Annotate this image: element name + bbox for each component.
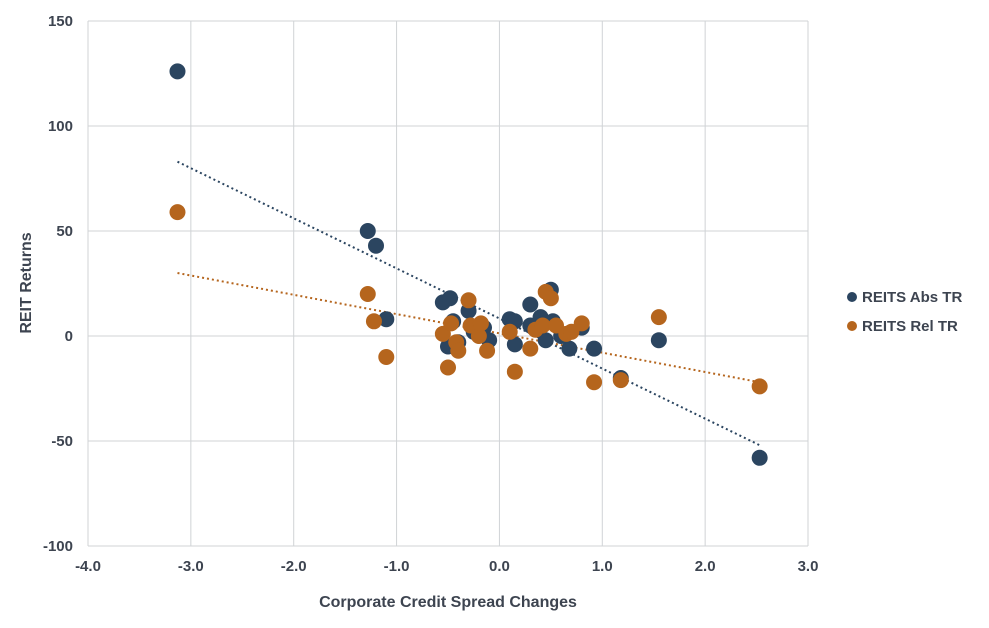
data-point-series-0 [537,332,554,349]
data-point-series-0 [378,311,395,328]
legend-item-abs: REITS Abs TR [847,289,962,306]
data-point-series-1 [359,286,376,302]
x-tick-label: 1.0 [592,558,613,575]
data-point-series-1 [470,328,487,344]
y-tick-label: 150 [48,13,73,30]
data-point-series-1 [440,359,456,376]
data-point-series-1 [650,309,667,326]
y-axis-title: REIT Returns [18,232,35,333]
data-point-series-0 [359,223,376,239]
y-tick-label: 0 [65,328,73,345]
data-point-series-1 [573,315,590,332]
data-point-series-1 [169,204,186,221]
x-tick-label: -4.0 [75,558,101,575]
data-point-series-1 [751,378,768,395]
y-tick-label: -50 [51,433,73,450]
x-tick-label: 0.0 [489,558,510,575]
x-axis-title: Corporate Credit Spread Changes [319,594,577,611]
data-point-series-1 [472,315,489,332]
data-point-series-0 [169,63,186,80]
data-point-series-1 [586,374,603,391]
data-point-series-0 [561,340,578,357]
y-tick-label: -100 [43,538,73,555]
legend-item-rel: REITS Rel TR [847,318,958,335]
x-tick-label: 2.0 [695,558,716,575]
x-tick-label: 3.0 [798,558,819,575]
data-point-series-0 [650,332,667,349]
data-points [169,63,768,466]
gridlines [87,20,809,547]
legend: REITS Abs TR REITS Rel TR [847,289,962,335]
data-point-series-0 [368,237,384,254]
y-tick-label: 100 [48,118,73,135]
legend-marker-abs [847,292,857,302]
data-point-series-0 [751,449,768,466]
legend-label-abs: REITS Abs TR [862,289,962,306]
data-point-series-1 [365,313,382,330]
data-point-series-0 [522,296,539,313]
data-point-series-0 [506,336,523,353]
data-point-series-1 [522,340,539,357]
x-tick-label: -3.0 [178,558,204,575]
data-point-series-1 [501,323,518,340]
tick-labels: -4.0 -3.0 -2.0 -1.0 0.0 1.0 2.0 3.0 150 100 50 0 -50… [43,13,818,575]
data-point-series-1 [460,292,477,309]
data-point-series-0 [442,290,459,307]
data-point-series-1 [506,363,523,380]
data-point-series-1 [542,290,559,307]
x-tick-label: -2.0 [281,558,307,575]
data-point-series-1 [378,349,395,365]
data-point-series-1 [479,342,496,359]
legend-marker-rel [847,321,857,331]
data-point-series-1 [443,315,460,332]
x-tick-label: -1.0 [384,558,410,575]
data-point-series-1 [534,317,551,334]
data-point-series-1 [450,342,467,359]
data-point-series-0 [586,340,603,357]
data-point-series-1 [612,372,629,389]
legend-label-rel: REITS Rel TR [862,318,958,335]
y-tick-label: 50 [56,223,73,240]
